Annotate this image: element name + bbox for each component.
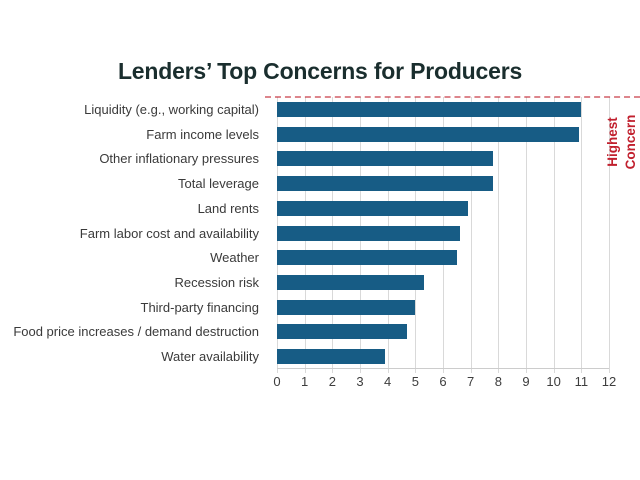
category-label: Weather [210, 250, 259, 266]
category-label: Liquidity (e.g., working capital) [84, 101, 259, 117]
bar [277, 324, 408, 340]
category-label: Third-party financing [140, 299, 260, 315]
bar [277, 250, 457, 266]
highest-concern-label: Highest Concern [605, 114, 638, 170]
x-tick-label: 6 [439, 374, 447, 389]
bar-row [277, 270, 609, 295]
gridline [581, 97, 583, 373]
x-tick-label: 4 [384, 374, 392, 389]
bar-row [277, 122, 609, 147]
category-label: Farm labor cost and availability [79, 225, 259, 241]
bar-row [277, 221, 609, 246]
highest-concern-dashed-line [265, 96, 640, 98]
bar-row [277, 97, 609, 122]
x-tick-label: 7 [467, 374, 475, 389]
x-tick-label: 11 [574, 374, 589, 389]
x-tick-label: 8 [494, 374, 502, 389]
bar [277, 275, 424, 290]
x-tick-label: 5 [411, 374, 419, 389]
x-tick-label: 10 [546, 374, 561, 389]
bar-row [277, 171, 609, 196]
bar-row [277, 245, 609, 270]
x-tick-label: 9 [522, 374, 530, 389]
bar-row [277, 146, 609, 171]
category-label: Other inflationary pressures [99, 151, 259, 167]
gridline [553, 97, 555, 373]
bar-row [277, 196, 609, 221]
plot-area [277, 97, 610, 373]
chart-title: Lenders’ Top Concerns for Producers [117, 58, 523, 84]
bar-row [277, 344, 609, 369]
bar [277, 200, 468, 216]
bar-row [277, 295, 609, 320]
category-label: Land rents [197, 200, 259, 216]
category-label: Food price increases / demand destructio… [13, 324, 259, 340]
category-label: Farm income levels [146, 126, 259, 142]
category-label: Water availability [161, 349, 259, 365]
bar [277, 349, 385, 365]
x-axis-tick-labels: 0 1 2 3 4 5 6 7 8 9 10 11 12 [273, 374, 616, 392]
x-tick-label: 12 [601, 374, 617, 389]
bar [277, 176, 493, 192]
bar [277, 225, 460, 241]
bar [277, 151, 493, 167]
x-axis-line [277, 368, 609, 369]
gridline [498, 97, 500, 373]
category-label: Total leverage [178, 176, 259, 192]
gridline [609, 97, 610, 373]
x-tick-label: 1 [301, 374, 309, 389]
bar-row [277, 320, 609, 345]
x-tick-label: 3 [356, 374, 364, 389]
bar [277, 299, 416, 315]
bar [277, 101, 582, 117]
bar [277, 126, 579, 142]
gridline [470, 97, 472, 373]
x-tick-label: 2 [328, 374, 336, 389]
bar-series [277, 97, 609, 369]
gridline [526, 97, 527, 373]
category-label: Recession risk [174, 275, 259, 290]
x-tick-label: 0 [273, 374, 281, 389]
category-axis: Liquidity (e.g., working capital) Farm in… [0, 97, 268, 369]
